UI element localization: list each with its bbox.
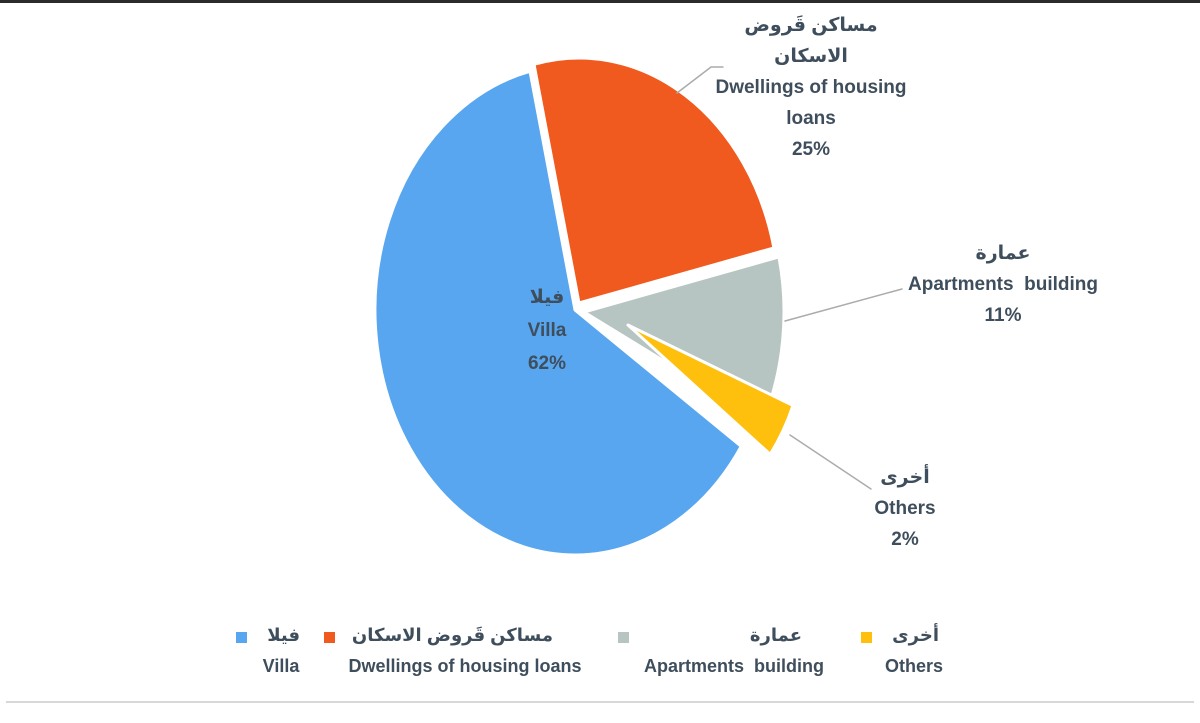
legend-label-english-others: Others xyxy=(884,656,944,676)
callout-others-percent: 2% xyxy=(891,529,919,550)
callout-dwellings-percent: 25% xyxy=(791,139,831,160)
legend-label-arabic-villa: فيلا xyxy=(267,625,300,645)
leader-line-others xyxy=(789,434,872,490)
legend-item-others: أخرى Others xyxy=(861,620,949,682)
villa-inner-label: فيلا Villa 62% xyxy=(487,281,607,380)
legend-label-arabic-apartments: عمارة xyxy=(749,625,802,645)
legend-label-arabic-dwellings: مساكن قَروض الاسكان xyxy=(351,625,553,645)
villa-label-english: Villa xyxy=(527,320,567,341)
legend-swatch-others xyxy=(861,632,872,643)
callout-apartments: عمارة Apartments building 11% xyxy=(900,238,1106,331)
pie-slice-dwellings xyxy=(532,56,776,305)
legend-swatch-apartments xyxy=(618,632,629,643)
top-border-line xyxy=(0,0,1200,3)
legend-label-english-villa: Villa xyxy=(262,656,300,676)
villa-percent: 62% xyxy=(527,353,567,374)
legend-label-arabic-others: أخرى xyxy=(892,625,939,645)
legend-label-english-apartments: Apartments building xyxy=(644,656,824,676)
leader-line-apartments xyxy=(784,288,903,322)
callout-apartments-label-english: Apartments building xyxy=(908,274,1098,295)
callout-apartments-percent: 11% xyxy=(984,305,1022,326)
callout-apartments-label-arabic: عمارة xyxy=(975,243,1031,264)
legend-item-dwellings: مساكن قَروض الاسكان Dwellings of housing… xyxy=(324,620,588,682)
legend-swatch-villa xyxy=(236,632,247,643)
bottom-border-line xyxy=(6,701,1194,703)
callout-others-label-english: Others xyxy=(874,498,936,519)
callout-dwellings: مساكن قَروض الاسكان Dwellings of housing… xyxy=(705,10,917,165)
legend-item-villa: فيلا Villa xyxy=(236,620,308,682)
callout-others: أخرى Others 2% xyxy=(848,462,962,555)
callout-dwellings-label-arabic: مساكن قَروض الاسكان xyxy=(744,15,878,67)
legend-item-apartments: عمارة Apartments building xyxy=(618,620,832,682)
villa-label-arabic: فيلا xyxy=(529,287,565,308)
callout-others-label-arabic: أخرى xyxy=(880,467,930,488)
callout-dwellings-label-english: Dwellings of housing loans xyxy=(715,77,912,129)
legend-label-english-dwellings: Dwellings of housing loans xyxy=(348,656,582,676)
pie-slice-villa xyxy=(373,69,743,557)
leader-line-dwellings xyxy=(676,66,724,94)
legend-swatch-dwellings xyxy=(324,632,335,643)
pie-slice-others xyxy=(626,323,795,456)
